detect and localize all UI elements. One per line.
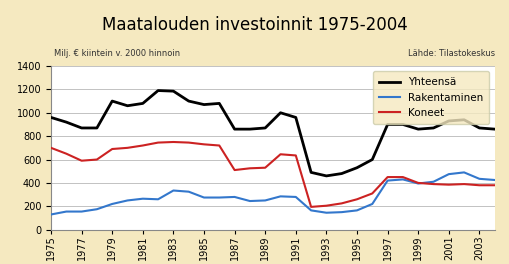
Text: Milj. € kiintein v. 2000 hinnoin: Milj. € kiintein v. 2000 hinnoin xyxy=(53,49,179,58)
Text: Maatalouden investoinnit 1975-2004: Maatalouden investoinnit 1975-2004 xyxy=(102,16,407,34)
Legend: Yhteensä, Rakentaminen, Koneet: Yhteensä, Rakentaminen, Koneet xyxy=(372,71,489,124)
Text: Lähde: Tilastokeskus: Lähde: Tilastokeskus xyxy=(407,49,494,58)
